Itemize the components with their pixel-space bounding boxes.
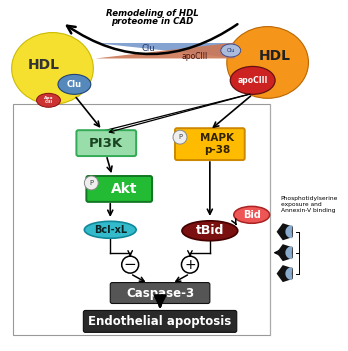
Wedge shape [285, 246, 292, 259]
Ellipse shape [227, 27, 308, 98]
Text: Endothelial apoptosis: Endothelial apoptosis [88, 315, 232, 328]
Polygon shape [95, 42, 235, 59]
Polygon shape [95, 42, 235, 59]
Text: Clu: Clu [141, 44, 155, 53]
FancyBboxPatch shape [86, 176, 152, 202]
Ellipse shape [58, 74, 91, 94]
FancyBboxPatch shape [175, 128, 245, 160]
Ellipse shape [37, 93, 61, 107]
Text: P: P [178, 134, 182, 140]
Bar [13, 104, 270, 335]
Text: Caspase-3: Caspase-3 [126, 286, 194, 299]
FancyBboxPatch shape [110, 283, 210, 304]
Text: apoCIII: apoCIII [182, 52, 208, 61]
Ellipse shape [11, 33, 93, 104]
Ellipse shape [182, 221, 238, 241]
Text: HDL: HDL [27, 58, 60, 72]
Polygon shape [277, 244, 293, 261]
FancyBboxPatch shape [77, 130, 136, 156]
Ellipse shape [230, 66, 275, 94]
Circle shape [84, 176, 98, 190]
Text: −: − [124, 257, 136, 272]
Text: MAPK
p-38: MAPK p-38 [200, 133, 234, 155]
Text: Bcl-xL: Bcl-xL [94, 225, 127, 235]
Text: apoCIII: apoCIII [237, 76, 268, 85]
Text: Akt: Akt [111, 182, 137, 196]
Ellipse shape [221, 44, 241, 57]
Ellipse shape [234, 206, 270, 223]
Circle shape [122, 256, 139, 273]
Text: Remodeling of HDL: Remodeling of HDL [106, 9, 198, 18]
Ellipse shape [84, 221, 136, 238]
Polygon shape [277, 265, 293, 282]
Text: Apo
CIII: Apo CIII [44, 96, 53, 105]
Circle shape [181, 256, 198, 273]
Text: proteome in CAD: proteome in CAD [111, 16, 193, 26]
Text: tBid: tBid [196, 224, 224, 237]
Text: Clu: Clu [227, 48, 235, 53]
Text: Clu: Clu [67, 80, 82, 89]
Text: P: P [89, 180, 93, 186]
Wedge shape [285, 267, 292, 280]
Text: +: + [184, 258, 196, 272]
Wedge shape [285, 225, 292, 238]
Circle shape [173, 130, 187, 144]
Text: HDL: HDL [259, 49, 291, 64]
Text: Bid: Bid [243, 210, 261, 220]
Text: PI3K: PI3K [89, 137, 123, 150]
FancyBboxPatch shape [84, 310, 237, 332]
Text: Phosphotidylserine
exposure and
Annexin-V binding: Phosphotidylserine exposure and Annexin-… [281, 196, 338, 212]
Polygon shape [277, 223, 293, 240]
